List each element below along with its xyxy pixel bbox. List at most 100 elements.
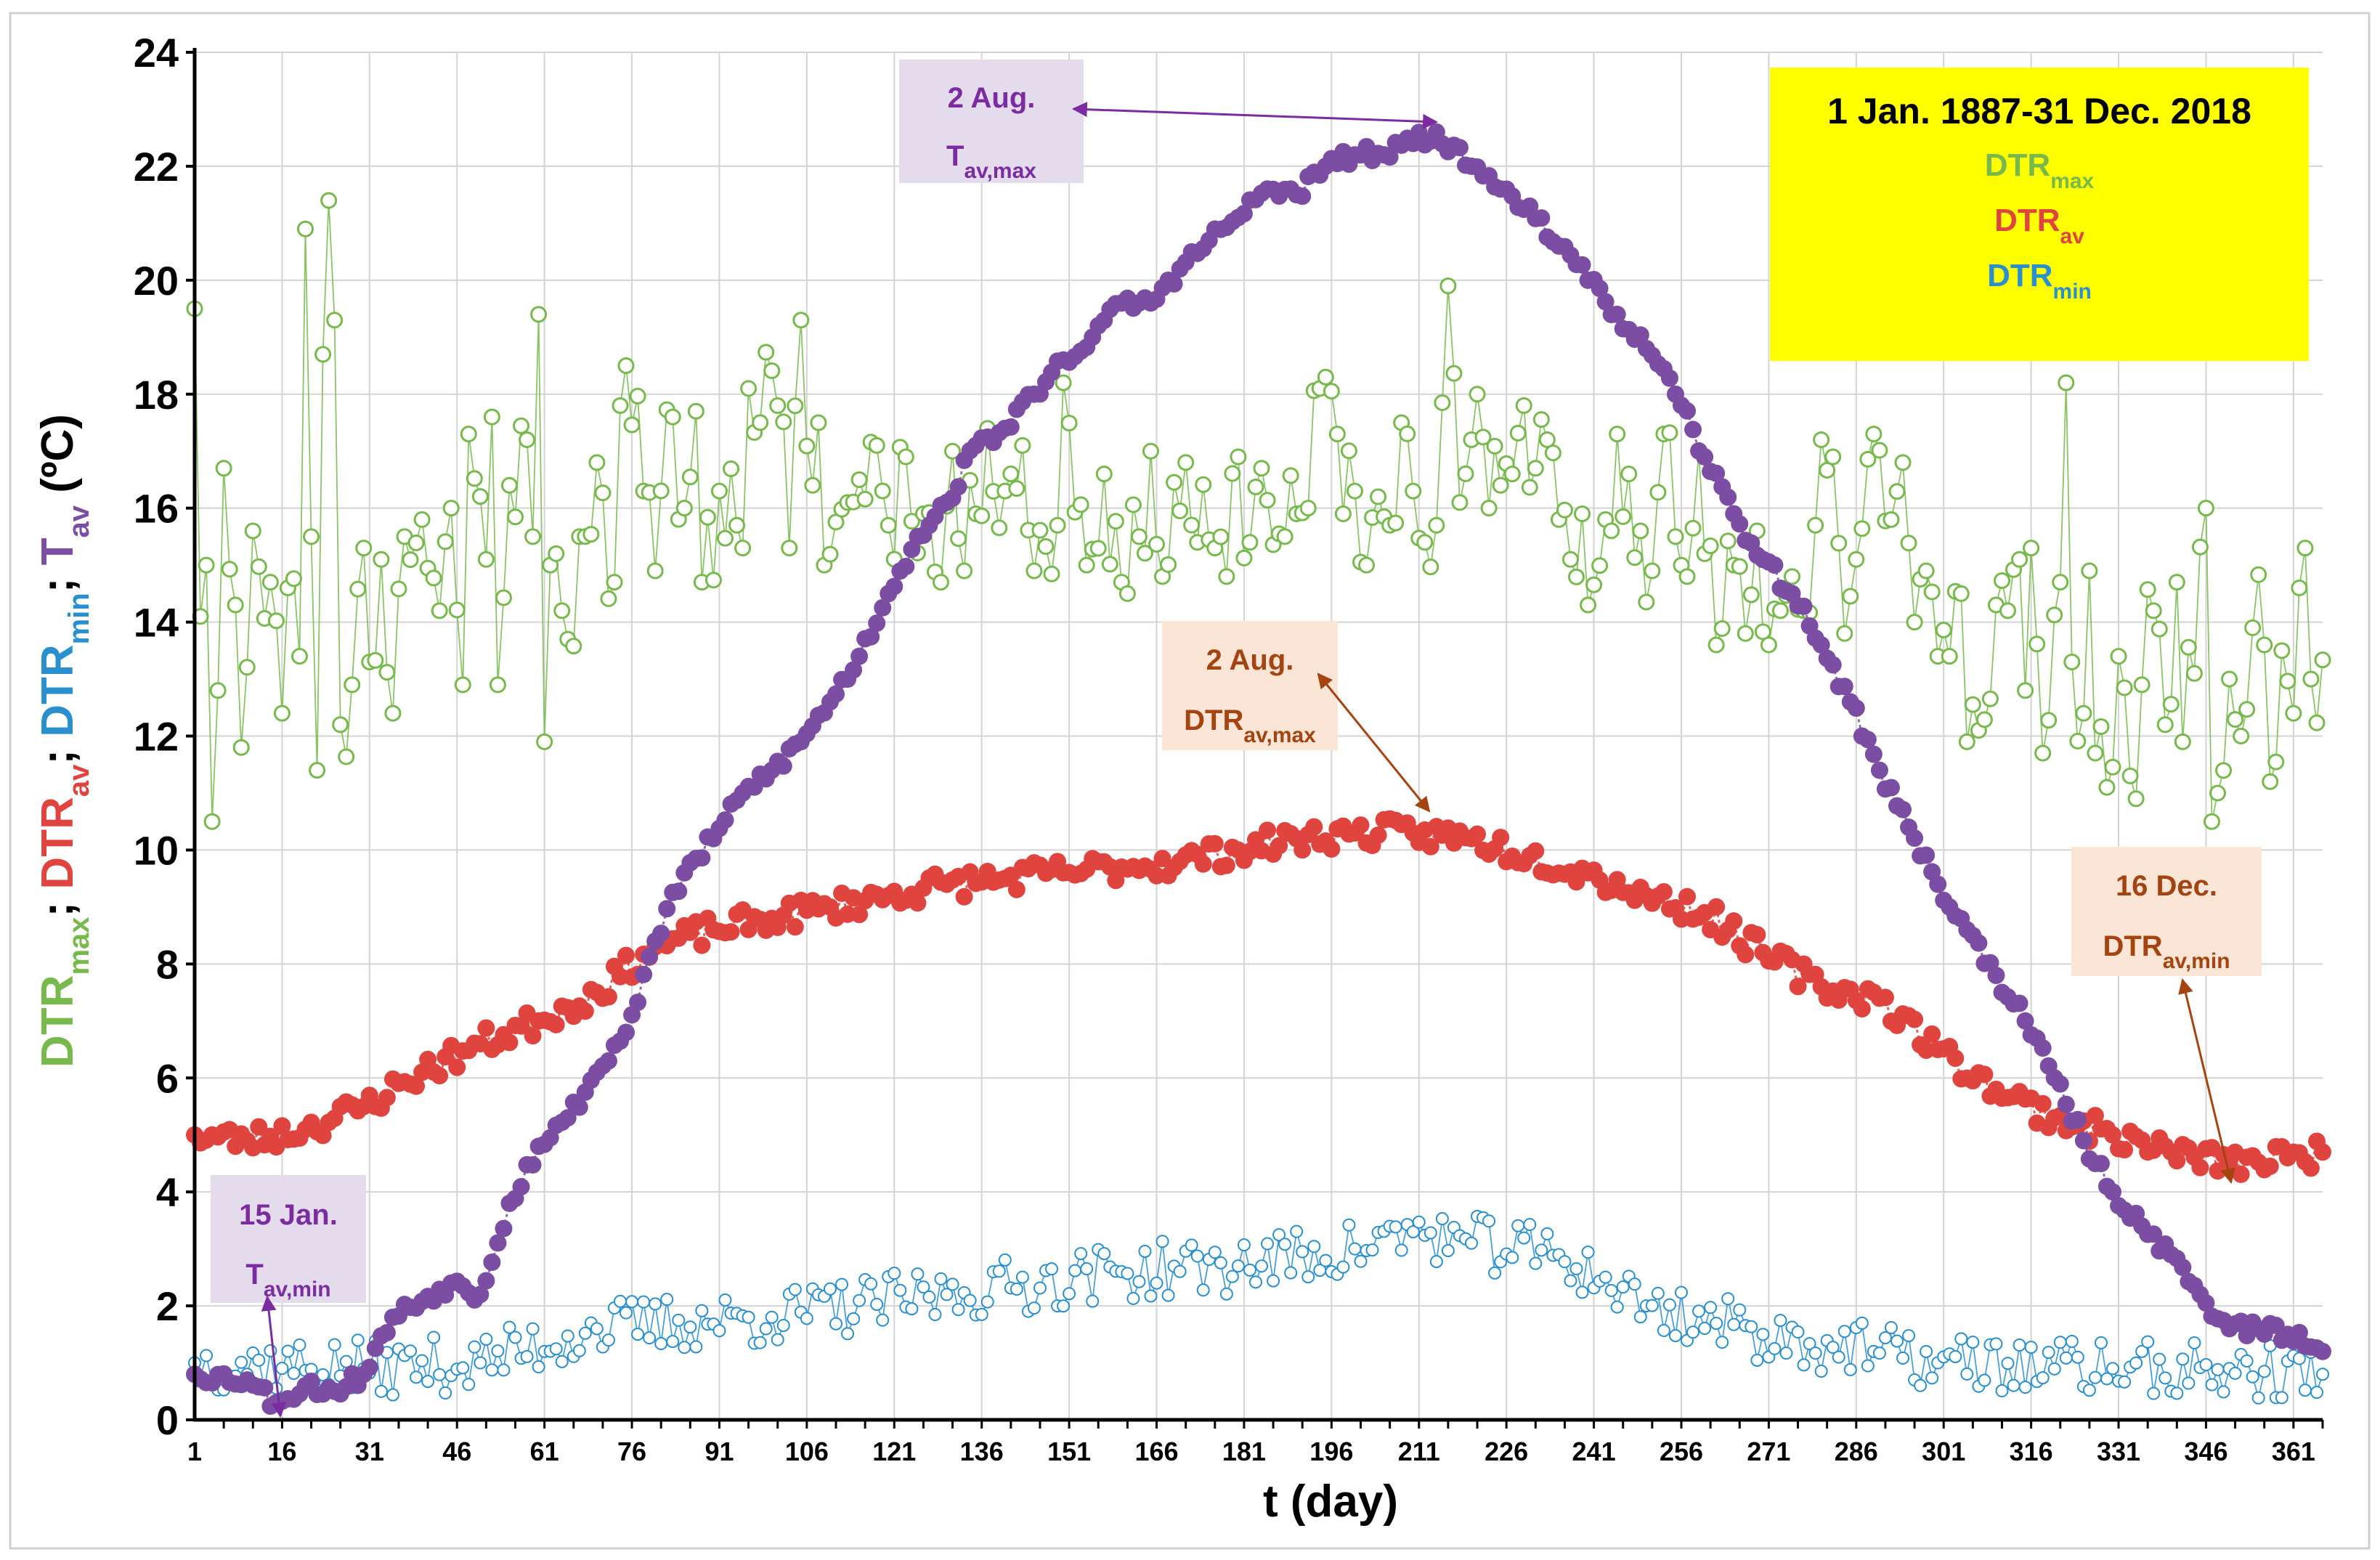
data-point — [2250, 566, 2267, 583]
data-point — [1218, 568, 1235, 585]
data-point — [553, 602, 571, 619]
data-point — [407, 1077, 426, 1095]
data-point — [1779, 1346, 1793, 1360]
data-point — [1855, 1316, 1869, 1330]
data-point — [2057, 1095, 2075, 1113]
data-point — [1214, 1256, 1227, 1269]
data-point — [203, 813, 221, 830]
annotation-tav-max-label: Tav,max — [946, 140, 1036, 183]
data-point — [1144, 1289, 1158, 1303]
data-point — [250, 1118, 268, 1136]
data-point — [2257, 1365, 2271, 1378]
data-point — [606, 574, 623, 591]
data-point — [2116, 679, 2133, 696]
data-point — [1731, 558, 1748, 575]
data-point — [2275, 1391, 2288, 1405]
data-point — [2158, 1371, 2172, 1385]
data-point — [1107, 872, 1125, 890]
data-point — [2227, 711, 2244, 728]
data-point — [1126, 1291, 1140, 1305]
data-point — [781, 540, 798, 557]
data-point — [1212, 528, 1230, 545]
data-point — [1604, 1283, 1618, 1297]
data-point — [1224, 465, 1241, 482]
plot-area — [186, 123, 2331, 1415]
data-point — [2296, 540, 2314, 557]
data-point — [991, 519, 1008, 537]
data-point — [1684, 519, 1702, 537]
data-point — [2118, 1375, 2132, 1389]
data-point — [1960, 1367, 1974, 1381]
annotation-dtr-av-min-label: DTRav,min — [2103, 930, 2230, 973]
data-point — [666, 1335, 680, 1349]
data-point — [672, 1313, 686, 1327]
data-point — [2279, 673, 2296, 690]
data-point — [2240, 1354, 2254, 1368]
data-point — [2310, 1386, 2323, 1399]
data-point — [1342, 1218, 1356, 1232]
data-point — [1906, 614, 1923, 631]
data-point — [273, 1117, 291, 1135]
data-point — [1715, 1336, 1729, 1349]
data-point — [853, 1293, 866, 1307]
x-tick-label: 181 — [1222, 1437, 1266, 1466]
data-point — [250, 558, 267, 575]
data-point — [1949, 1349, 1962, 1363]
data-point — [483, 1253, 501, 1271]
data-point — [689, 1340, 703, 1354]
data-point — [911, 1267, 925, 1281]
data-point — [2308, 714, 2326, 731]
data-point — [1573, 256, 1591, 274]
data-point — [2034, 1094, 2052, 1113]
data-point — [631, 1328, 645, 1341]
data-point — [1517, 1231, 1531, 1245]
data-point — [1774, 1314, 1787, 1328]
data-point — [1130, 528, 1148, 545]
data-point — [1196, 1283, 1210, 1297]
data-point — [497, 1363, 511, 1377]
data-point — [2170, 1386, 2184, 1400]
legend-entry-dtr-min: DTRmin — [1987, 258, 2092, 304]
data-point — [1509, 424, 1527, 442]
data-point — [787, 397, 804, 415]
data-point — [1609, 426, 1626, 443]
data-point — [753, 1336, 767, 1349]
data-point — [1975, 1065, 1994, 1084]
data-point — [2197, 1294, 2215, 1312]
data-point — [1002, 418, 1020, 436]
data-point — [1394, 1243, 1408, 1257]
data-point — [1259, 492, 1276, 509]
y-tick-label: 18 — [134, 372, 179, 418]
data-point — [303, 528, 320, 545]
data-point — [1599, 1270, 1612, 1284]
data-point — [1523, 1218, 1537, 1232]
data-point — [1506, 1251, 1519, 1264]
data-point — [576, 1002, 594, 1020]
data-point — [1441, 1244, 1455, 1258]
data-point — [2139, 581, 2156, 598]
data-point — [992, 1264, 1006, 1278]
data-point — [1118, 585, 1136, 602]
data-point — [1795, 597, 1813, 615]
data-point — [485, 1363, 499, 1377]
data-point — [507, 508, 524, 526]
data-point — [261, 574, 279, 591]
data-point — [1166, 474, 1183, 491]
data-point — [1952, 585, 1970, 602]
y-tick-label: 12 — [134, 714, 179, 760]
data-point — [2001, 1357, 2015, 1370]
data-point — [716, 529, 734, 547]
data-point — [1871, 442, 1888, 459]
data-point — [1925, 1371, 1939, 1385]
data-point — [1429, 1255, 1443, 1269]
data-point — [415, 1354, 429, 1368]
data-point — [1771, 602, 1789, 619]
series-dtrav — [186, 810, 2331, 1183]
data-point — [670, 882, 688, 901]
data-point — [1540, 1227, 1554, 1240]
data-point — [2017, 682, 2034, 699]
data-point — [1089, 540, 1107, 557]
data-point — [1698, 1321, 1712, 1335]
data-point — [2176, 1352, 2190, 1366]
data-point — [549, 1342, 563, 1356]
